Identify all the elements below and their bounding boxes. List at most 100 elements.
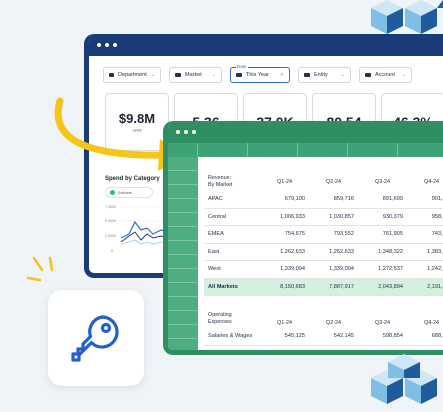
quarter-header[interactable]: Q2-24 (326, 319, 341, 326)
row-header[interactable] (168, 269, 198, 283)
row-header[interactable] (168, 171, 198, 185)
row-header[interactable] (168, 157, 198, 171)
row-label[interactable]: Salaries & Wages (204, 327, 260, 346)
heading-line: Expenses (208, 318, 232, 325)
row-header[interactable] (168, 213, 198, 227)
row-label[interactable]: All Markets (204, 278, 260, 296)
table-cell[interactable]: 958,073 (407, 208, 443, 226)
quarter-header[interactable]: Q2-24 (326, 178, 341, 185)
y-tick-label: 5,000K (105, 219, 117, 223)
folder-icon (304, 73, 310, 77)
row-header[interactable] (168, 185, 198, 199)
row-label[interactable]: East (204, 243, 260, 261)
series-line-blue (120, 220, 170, 239)
row-header[interactable] (168, 283, 198, 297)
row-header[interactable] (168, 241, 198, 255)
row-header[interactable] (168, 325, 198, 339)
row-label[interactable]: APAC (204, 190, 260, 209)
chevron-down-icon: ⌄ (401, 72, 406, 78)
table-cell[interactable]: 1,006,933 (260, 208, 309, 226)
window-dot (97, 43, 101, 47)
cube-shape (388, 354, 420, 378)
table-cell[interactable]: 754,675 (260, 225, 309, 244)
legend-swatch (110, 190, 115, 195)
total-row: All Markets 8,150,683 7,887,917 2,043,89… (204, 278, 443, 296)
row-header[interactable] (168, 255, 198, 269)
table-cell[interactable]: 1,339,094 (260, 260, 309, 279)
corner-cell (168, 143, 198, 157)
y-tick-label: 7,000K (105, 205, 117, 209)
table-cell[interactable]: 542,145 (309, 327, 358, 346)
market-filter[interactable]: Market ⌄ (169, 67, 222, 83)
y-tick-label: 0 (111, 249, 113, 253)
spark-stroke (26, 276, 42, 282)
column-header[interactable] (348, 143, 398, 157)
row-label[interactable]: Central (204, 208, 260, 226)
filter-label: Department (118, 72, 147, 78)
table-cell[interactable]: 1,272,537 (358, 260, 407, 279)
table-cell[interactable]: 901,266 (407, 190, 443, 209)
row-header[interactable] (168, 297, 198, 311)
table-cell[interactable]: 598,854 (358, 327, 407, 346)
account-filter[interactable]: Account ⌄ (359, 67, 412, 83)
table-cell[interactable]: 1,262,633 (309, 243, 358, 261)
table-cell[interactable]: 761,905 (358, 225, 407, 244)
quarter-header[interactable]: Q1-24 (277, 178, 292, 185)
table-cell[interactable]: 7,887,917 (309, 278, 358, 296)
section-heading[interactable]: Revenue: By Market (204, 173, 260, 191)
clear-icon[interactable]: ✕ (279, 72, 284, 78)
table-cell[interactable]: 891,699 (358, 190, 407, 209)
table-cell[interactable]: 1,242,701 (407, 260, 443, 279)
table-cell[interactable]: 859,716 (309, 190, 358, 209)
spreadsheet-window: Revenue: By Market Q1-24 Q2-24 Q3-24 Q4-2… (163, 121, 443, 355)
spacer-row (204, 296, 443, 306)
column-header[interactable] (398, 143, 443, 157)
table-row: East 1,262,633 1,262,633 1,348,322 1,383… (204, 243, 443, 261)
table-cell[interactable]: 743,400 (407, 225, 443, 244)
table-cell[interactable]: 1,383,343 (407, 243, 443, 261)
table-cell[interactable]: 1,262,633 (260, 243, 309, 261)
chart-title: Spend by Category (105, 176, 160, 182)
chart-legend[interactable]: Software (105, 187, 153, 198)
table-cell[interactable]: 545,125 (260, 327, 309, 346)
section-heading[interactable]: Operating Expenses (204, 306, 260, 328)
row-header[interactable] (168, 199, 198, 213)
table-row: West 1,339,094 1,339,094 1,272,537 1,242… (204, 260, 443, 279)
heading-line: Operating (208, 312, 232, 318)
row-label[interactable]: EMEA (204, 225, 260, 244)
table-cell[interactable]: 2,191,399 (407, 278, 443, 296)
table-cell[interactable]: 793,552 (309, 225, 358, 244)
row-header[interactable] (168, 311, 198, 325)
kpi-card-arr[interactable]: $9.8M ARR (105, 93, 169, 151)
table-cell[interactable]: 8,150,683 (260, 278, 309, 296)
table-cell[interactable]: 688,547 (407, 327, 443, 346)
quarter-header[interactable]: Q3-24 (375, 319, 390, 326)
quarter-header[interactable]: Q1-24 (277, 319, 292, 326)
row-header[interactable] (168, 227, 198, 241)
table-header-row: Revenue: By Market Q1-24 Q2-24 Q3-24 Q4-2… (204, 173, 443, 191)
table-cell[interactable]: 2,043,894 (358, 278, 407, 296)
filter-value: This Year (246, 72, 269, 78)
column-header[interactable] (198, 143, 248, 157)
entity-filter[interactable]: Entity ⌄ (298, 67, 351, 83)
table-cell[interactable]: 679,100 (260, 190, 309, 209)
spark-stroke (32, 256, 44, 272)
key-card (48, 290, 144, 386)
table-cell[interactable]: 1,348,322 (358, 243, 407, 261)
table-cell[interactable]: 1,030,857 (309, 208, 358, 226)
table-cell[interactable]: 1,339,094 (309, 260, 358, 279)
spark-stroke (48, 256, 54, 272)
quarter-header[interactable]: Q3-24 (375, 178, 390, 185)
department-filter[interactable]: Department ⌄ (103, 67, 161, 83)
cube-shape (371, 0, 403, 34)
row-label[interactable]: West (204, 260, 260, 279)
date-filter[interactable]: Date This Year ✕ (230, 64, 290, 83)
column-header[interactable] (248, 143, 298, 157)
heading-line: By Market (208, 181, 233, 188)
series-line-light (120, 239, 170, 245)
column-header[interactable] (298, 143, 348, 157)
window-dot (113, 43, 117, 47)
quarter-header[interactable]: Q4-24 (424, 319, 439, 326)
quarter-header[interactable]: Q4-24 (424, 178, 439, 185)
table-cell[interactable]: 930,379 (358, 208, 407, 226)
